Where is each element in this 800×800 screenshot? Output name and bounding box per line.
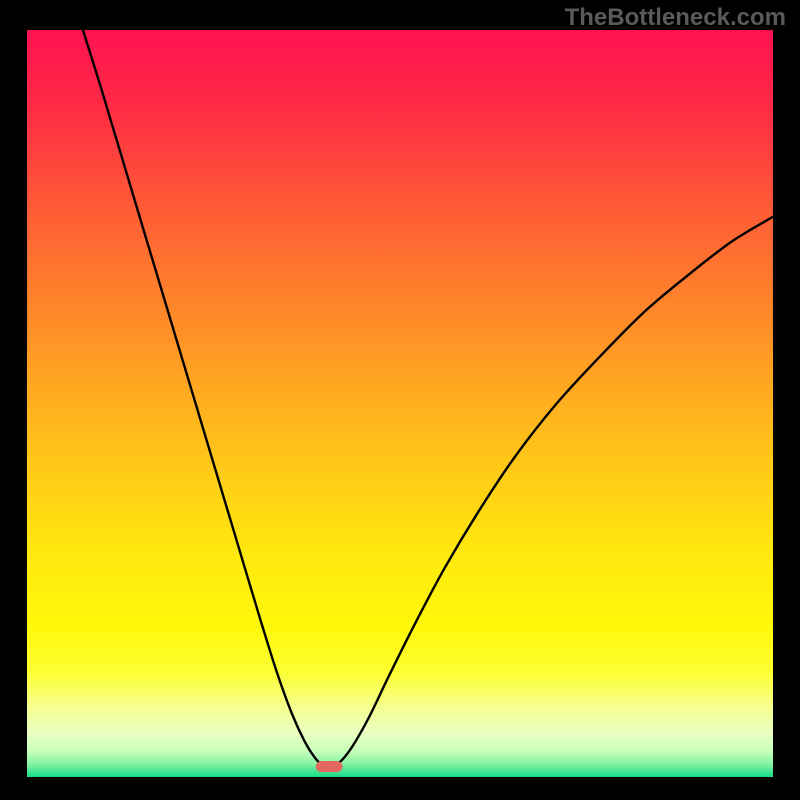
bottleneck-chart [27, 30, 773, 777]
dip-marker [316, 761, 343, 772]
plot-frame [27, 30, 773, 777]
watermark-text: TheBottleneck.com [565, 4, 786, 32]
gradient-background [27, 30, 773, 777]
